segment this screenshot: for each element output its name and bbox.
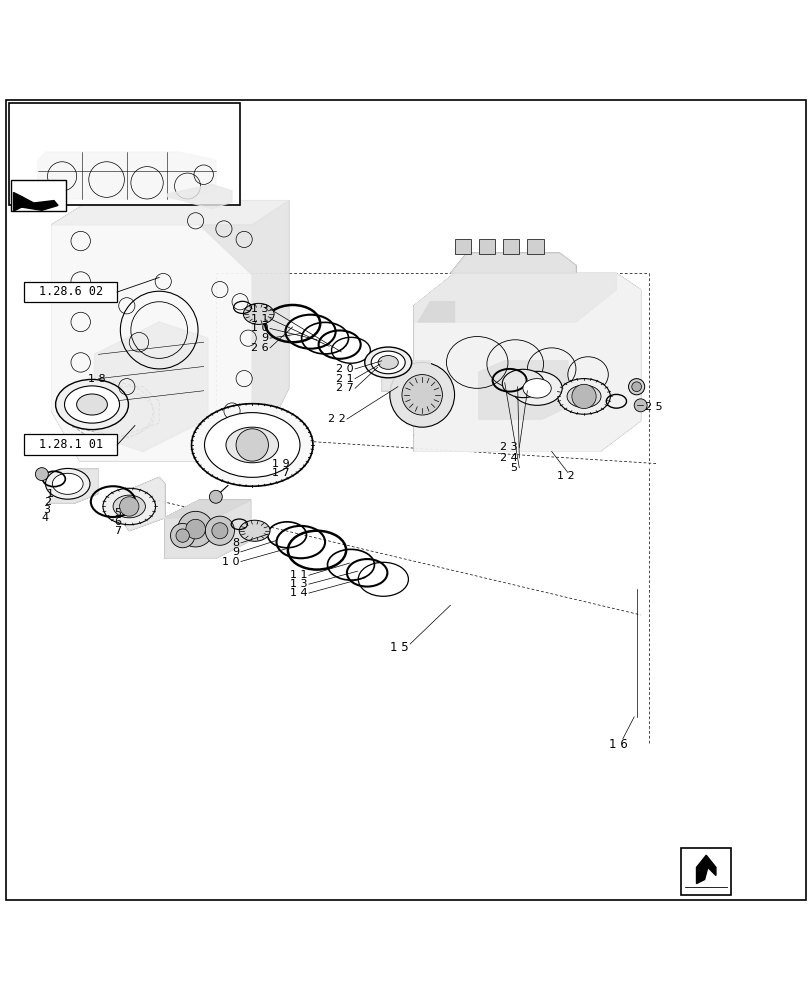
Circle shape bbox=[209, 490, 222, 503]
Polygon shape bbox=[478, 361, 567, 419]
Polygon shape bbox=[38, 152, 216, 199]
Circle shape bbox=[170, 523, 195, 548]
Text: 2 3: 2 3 bbox=[500, 442, 517, 452]
Text: 2 5: 2 5 bbox=[644, 402, 662, 412]
Circle shape bbox=[389, 362, 454, 427]
Text: 9: 9 bbox=[261, 333, 268, 343]
Text: 1 8: 1 8 bbox=[88, 374, 105, 384]
Ellipse shape bbox=[566, 385, 600, 408]
Bar bbox=[478, 239, 495, 254]
Text: 1 5: 1 5 bbox=[390, 641, 408, 654]
Circle shape bbox=[212, 523, 228, 539]
Ellipse shape bbox=[371, 351, 405, 374]
Ellipse shape bbox=[522, 379, 551, 398]
Circle shape bbox=[628, 379, 644, 395]
Polygon shape bbox=[124, 477, 165, 531]
Text: 6: 6 bbox=[114, 517, 121, 527]
Ellipse shape bbox=[243, 303, 274, 324]
Polygon shape bbox=[418, 302, 454, 322]
Text: 2: 2 bbox=[45, 497, 51, 507]
Text: 8: 8 bbox=[232, 538, 239, 548]
Text: 1.28.6 02: 1.28.6 02 bbox=[38, 285, 102, 298]
Text: 1 0: 1 0 bbox=[251, 323, 268, 333]
Text: 1 3: 1 3 bbox=[251, 304, 268, 314]
Text: 2 0: 2 0 bbox=[336, 364, 353, 374]
Polygon shape bbox=[414, 273, 640, 451]
Bar bbox=[24, 434, 117, 455]
Polygon shape bbox=[696, 855, 715, 884]
Text: 1 1: 1 1 bbox=[251, 314, 268, 324]
Ellipse shape bbox=[502, 369, 543, 398]
Ellipse shape bbox=[55, 379, 128, 430]
Ellipse shape bbox=[52, 473, 83, 494]
Ellipse shape bbox=[45, 468, 90, 499]
Polygon shape bbox=[450, 253, 575, 273]
Polygon shape bbox=[381, 361, 430, 391]
Text: 1 7: 1 7 bbox=[272, 468, 289, 478]
Ellipse shape bbox=[225, 427, 278, 463]
Circle shape bbox=[236, 429, 268, 461]
Circle shape bbox=[205, 516, 234, 545]
Text: 3: 3 bbox=[43, 505, 50, 515]
Polygon shape bbox=[414, 273, 616, 322]
Polygon shape bbox=[167, 184, 232, 209]
Polygon shape bbox=[200, 201, 288, 461]
Bar bbox=[526, 239, 543, 254]
Circle shape bbox=[178, 511, 213, 547]
Ellipse shape bbox=[204, 413, 299, 477]
Text: 1.28.1 01: 1.28.1 01 bbox=[38, 438, 102, 451]
Circle shape bbox=[186, 519, 205, 539]
Bar bbox=[11, 180, 66, 211]
Text: 2 4: 2 4 bbox=[500, 453, 517, 463]
Text: 1 2: 1 2 bbox=[556, 471, 574, 481]
Ellipse shape bbox=[512, 371, 561, 405]
Text: 1 9: 1 9 bbox=[272, 459, 289, 469]
Circle shape bbox=[36, 468, 49, 481]
Text: 2 2: 2 2 bbox=[327, 414, 345, 424]
Polygon shape bbox=[50, 469, 98, 503]
Circle shape bbox=[176, 529, 189, 542]
Text: 9: 9 bbox=[232, 547, 239, 557]
Ellipse shape bbox=[191, 404, 312, 486]
Polygon shape bbox=[165, 500, 251, 558]
Bar bbox=[503, 239, 519, 254]
Text: 1 0: 1 0 bbox=[221, 557, 239, 567]
Text: 2 6: 2 6 bbox=[251, 343, 268, 353]
Text: 1 6: 1 6 bbox=[609, 738, 628, 751]
Ellipse shape bbox=[239, 520, 270, 541]
Bar bbox=[454, 239, 470, 254]
Ellipse shape bbox=[103, 488, 156, 525]
Ellipse shape bbox=[364, 347, 411, 378]
Circle shape bbox=[401, 375, 442, 415]
Circle shape bbox=[631, 382, 641, 392]
Circle shape bbox=[633, 399, 646, 412]
Ellipse shape bbox=[378, 356, 398, 369]
Polygon shape bbox=[14, 192, 22, 211]
Ellipse shape bbox=[76, 394, 107, 415]
Text: 1: 1 bbox=[47, 489, 54, 499]
Text: 5: 5 bbox=[114, 508, 121, 518]
Text: 1 3: 1 3 bbox=[290, 579, 307, 589]
Text: 7: 7 bbox=[114, 526, 121, 536]
Ellipse shape bbox=[113, 495, 145, 518]
Polygon shape bbox=[51, 201, 288, 225]
Circle shape bbox=[571, 384, 595, 409]
Polygon shape bbox=[22, 197, 58, 210]
Text: 1 1: 1 1 bbox=[290, 570, 307, 580]
Bar bbox=[10, 103, 240, 205]
Text: 1 4: 1 4 bbox=[290, 588, 307, 598]
Polygon shape bbox=[165, 500, 251, 518]
Text: 2 1: 2 1 bbox=[336, 374, 353, 384]
Text: 5: 5 bbox=[510, 463, 517, 473]
Ellipse shape bbox=[64, 386, 119, 423]
Polygon shape bbox=[94, 322, 208, 451]
Text: 4: 4 bbox=[41, 513, 49, 523]
Ellipse shape bbox=[557, 379, 610, 414]
Bar bbox=[680, 848, 731, 895]
Bar bbox=[24, 282, 117, 302]
Polygon shape bbox=[51, 225, 252, 461]
Circle shape bbox=[119, 497, 139, 516]
Text: 2 7: 2 7 bbox=[335, 383, 353, 393]
